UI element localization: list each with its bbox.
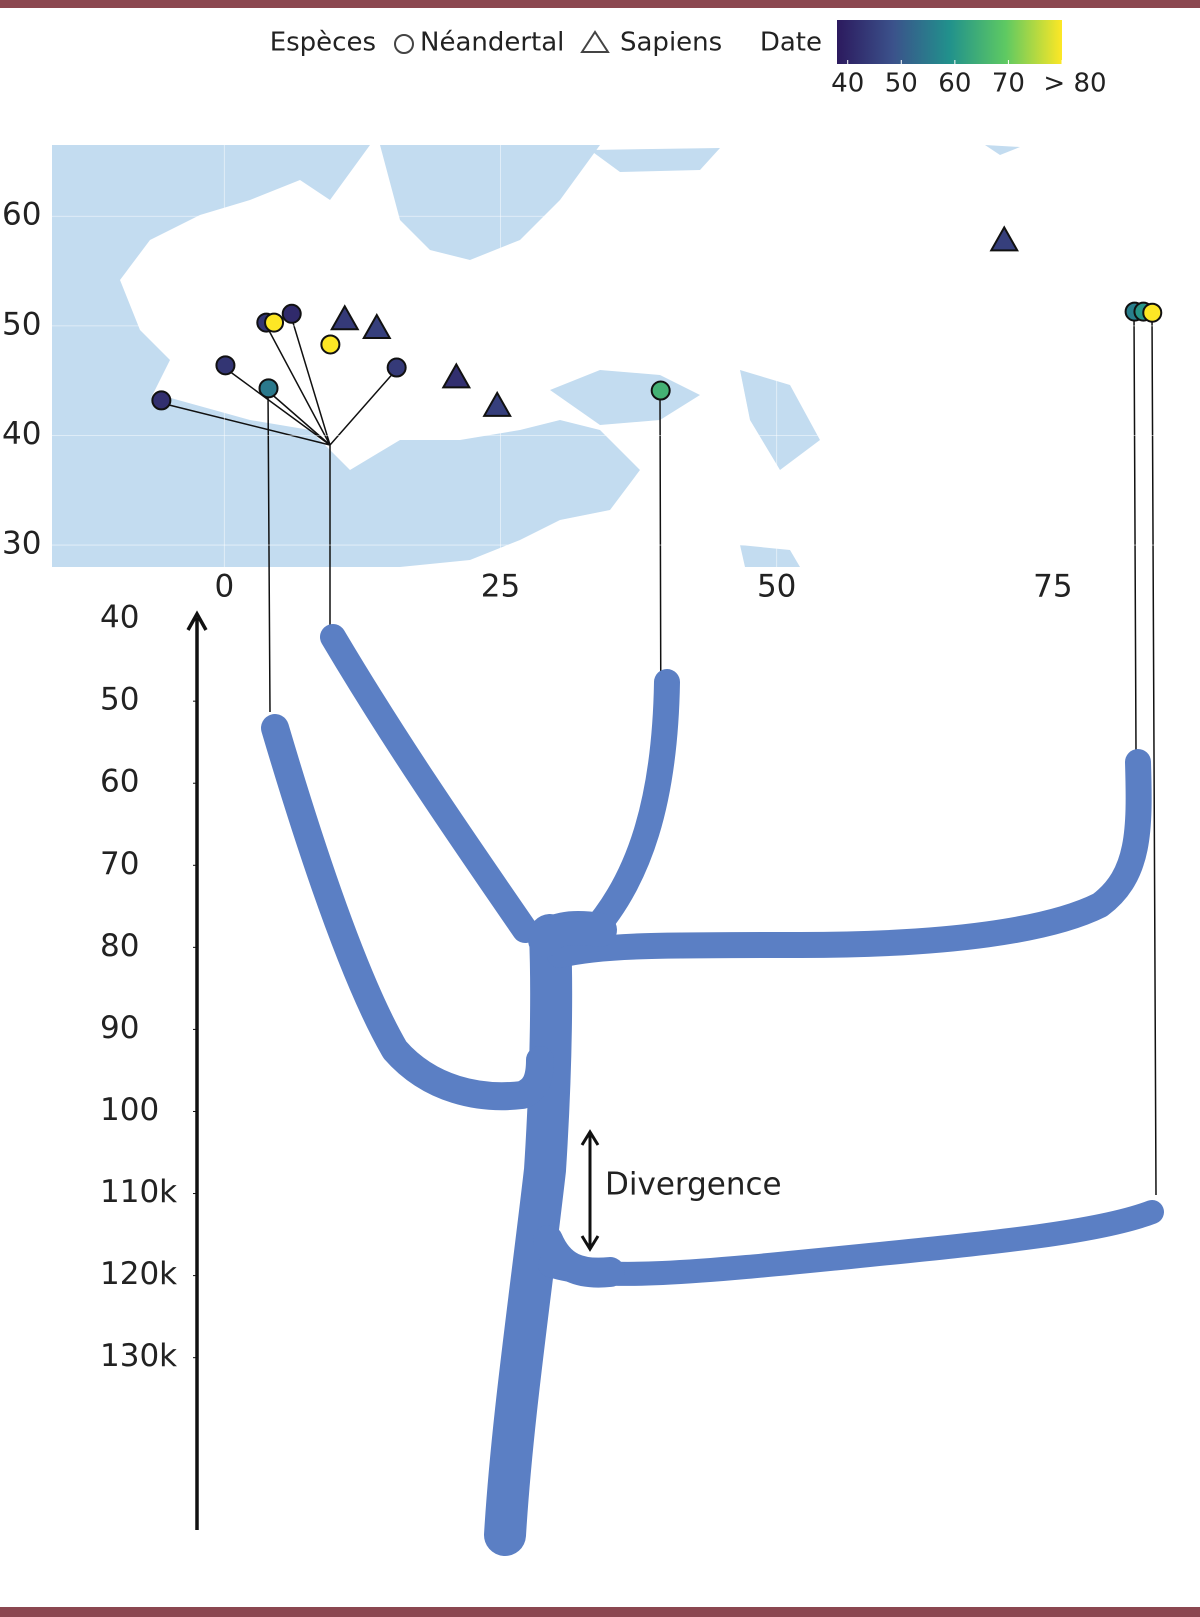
time-tick-label: 90 [100,1010,139,1046]
time-arrow [186,610,208,1530]
y-tick-label: 40 [2,416,41,452]
time-tick-label: 50 [100,682,139,718]
connectors [160,313,1157,1196]
time-tick-label: 130k [100,1338,177,1374]
legend-label: Néandertal [420,28,564,58]
neandertal-point [215,355,236,376]
legend-title: Espèces [270,28,376,58]
time-tick-label: 110k [100,1174,177,1210]
sapiens-point [482,390,512,417]
neandertal-point [281,303,302,324]
colorbar-tick-label: 50 [885,69,918,99]
time-tick-label: 120k [100,1256,177,1292]
colorbar-tick-label: 40 [831,69,864,99]
neandertal-point [151,390,172,411]
time-tick-label: 80 [100,928,139,964]
x-tick-label: 25 [481,569,520,605]
bottom-bar [0,1607,1200,1617]
neandertal-point [1142,302,1163,323]
time-tick-label: 70 [100,846,139,882]
legend-circle [394,34,414,54]
colorbar-tick-label: > 80 [1043,69,1106,99]
colorbar-title: Date [760,28,822,58]
time-tick-label: 60 [100,764,139,800]
y-tick-label: 30 [2,526,41,562]
neandertal-point [386,357,407,378]
tree [261,624,1164,1556]
neandertal-point [264,312,285,333]
x-tick-label: 75 [1033,569,1072,605]
y-tick-label: 60 [2,197,41,233]
sapiens-point [989,225,1019,252]
divergence-arrow [580,1129,600,1252]
sapiens-point [330,304,360,331]
neandertal-point [258,378,279,399]
y-tick-label: 50 [2,306,41,342]
time-tick-label: 40 [100,600,139,636]
colorbar-tick-label: 70 [992,69,1025,99]
neandertal-point [650,380,671,401]
time-tick-label: 100 [100,1092,159,1128]
neandertal-point [320,334,341,355]
colorbar [837,20,1062,64]
sapiens-point [362,313,392,340]
annotation: Divergence [605,1167,782,1203]
top-bar [0,0,1200,8]
colorbar-tick-label: 60 [938,69,971,99]
legend-label: Sapiens [620,28,722,58]
sapiens-point [441,362,472,389]
x-tick-label: 50 [757,569,796,605]
legend-triangle [580,30,610,53]
map-land [52,145,1020,567]
x-tick-label: 0 [214,569,234,605]
